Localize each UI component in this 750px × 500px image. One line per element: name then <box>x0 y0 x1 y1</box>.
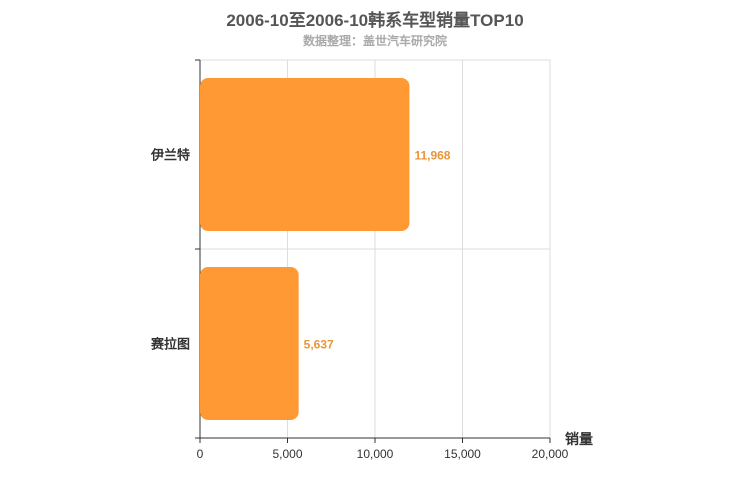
x-tick-label: 20,000 <box>532 447 569 461</box>
chart-title: 2006-10至2006-10韩系车型销量TOP10 <box>226 11 524 30</box>
category-label: 伊兰特 <box>150 148 190 163</box>
bar[interactable] <box>200 78 410 231</box>
category-label: 赛拉图 <box>150 337 190 352</box>
x-tick-label: 5,000 <box>272 447 302 461</box>
x-tick-label: 10,000 <box>357 447 394 461</box>
value-label: 5,637 <box>304 338 334 352</box>
x-axis-name: 销量 <box>565 431 593 447</box>
chart-subtitle: 数据整理：盖世汽车研究院 <box>302 34 447 48</box>
x-tick-label: 15,000 <box>444 447 481 461</box>
x-tick-label: 0 <box>197 447 204 461</box>
value-label: 11,968 <box>414 149 450 163</box>
bar[interactable] <box>200 267 299 420</box>
